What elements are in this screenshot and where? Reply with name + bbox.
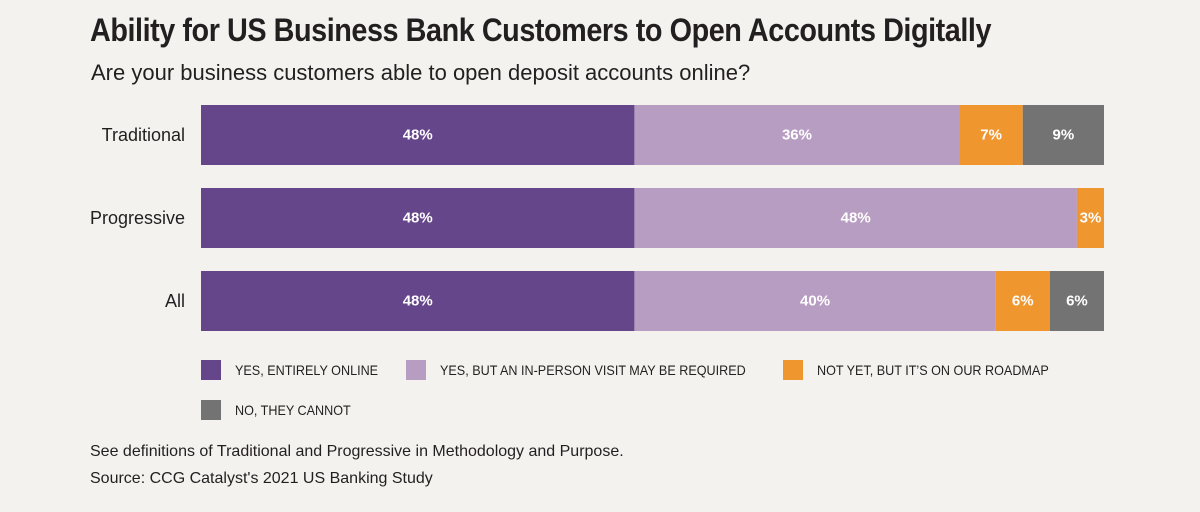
category-label-progressive: Progressive — [90, 208, 185, 228]
data-label-all-series-4: 6% — [1066, 293, 1088, 310]
data-label-all-series-3: 6% — [1012, 293, 1034, 310]
data-label-all-series-1: 48% — [403, 293, 433, 310]
data-label-progressive-series-3: 3% — [1080, 210, 1102, 227]
data-label-progressive-series-1: 48% — [403, 210, 433, 227]
stacked-bar-chart: Traditional 48% 36% 7% 9% Progressive 48% 48% 3%… — [90, 105, 1104, 331]
bar-segment-all-series-1 — [201, 271, 635, 331]
data-label-traditional-series-4: 9% — [1053, 127, 1075, 144]
data-label-traditional-series-2: 36% — [782, 127, 812, 144]
chart-subtitle: Are your business customers able to open… — [91, 60, 751, 85]
bar-segment-progressive-series-1 — [201, 188, 635, 248]
chart-title: Ability for US Business Bank Customers t… — [90, 12, 992, 48]
category-label-all: All — [165, 291, 185, 311]
legend-item-3: NOT YET, BUT IT’S ON OUR ROADMAP — [783, 360, 1074, 380]
bar-segment-progressive-series-3 — [1076, 188, 1104, 248]
legend-label: YES, ENTIRELY ONLINE — [235, 362, 379, 378]
bar-segment-progressive-series-2 — [634, 188, 1077, 248]
legend-swatch — [201, 400, 221, 420]
data-label-traditional-series-1: 48% — [403, 127, 433, 144]
bar-segment-all-series-4 — [1049, 271, 1104, 331]
legend-item-4: NO, THEY CANNOT — [201, 400, 364, 420]
legend-swatch — [201, 360, 221, 380]
data-label-progressive-series-2: 48% — [841, 210, 871, 227]
bar-segment-traditional-series-3 — [959, 105, 1023, 165]
bar-segment-all-series-2 — [634, 271, 996, 331]
legend-item-1: YES, ENTIRELY ONLINE — [201, 360, 394, 380]
data-label-traditional-series-3: 7% — [980, 127, 1002, 144]
data-label-all-series-2: 40% — [800, 293, 830, 310]
category-label-traditional: Traditional — [102, 125, 185, 145]
methodology-note: See definitions of Traditional and Progr… — [90, 443, 624, 460]
legend-label: NO, THEY CANNOT — [235, 402, 351, 418]
legend-label: NOT YET, BUT IT’S ON OUR ROADMAP — [817, 362, 1049, 378]
bar-segment-all-series-3 — [995, 271, 1050, 331]
bar-segment-traditional-series-4 — [1022, 105, 1104, 165]
legend-swatch — [406, 360, 426, 380]
bar-segment-traditional-series-1 — [201, 105, 635, 165]
bar-segment-traditional-series-2 — [634, 105, 960, 165]
source-note: Source: CCG Catalyst's 2021 US Banking S… — [90, 470, 433, 487]
legend-item-2: YES, BUT AN IN-PERSON VISIT MAY BE REQUI… — [406, 360, 780, 380]
legend-swatch — [783, 360, 803, 380]
legend-label: YES, BUT AN IN-PERSON VISIT MAY BE REQUI… — [440, 362, 746, 378]
